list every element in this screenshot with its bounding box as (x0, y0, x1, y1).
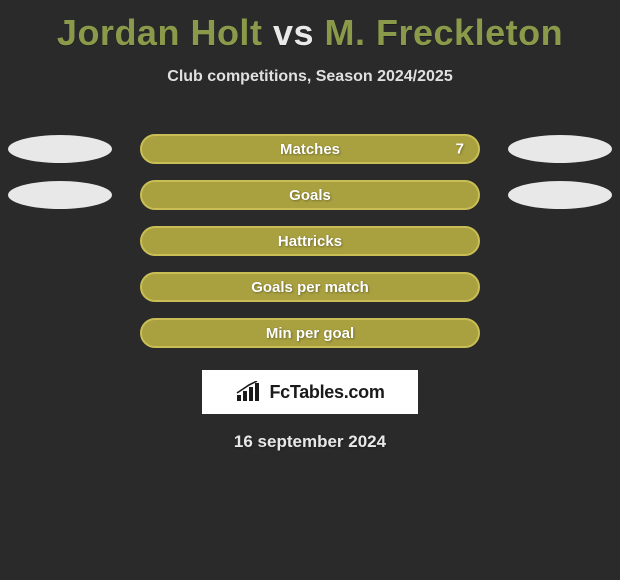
brand-name: FcTables.com (269, 382, 384, 403)
stat-bar: Min per goal (140, 318, 480, 348)
left-value-ellipse (8, 181, 112, 209)
stat-row-min-per-goal: Min per goal (0, 310, 620, 356)
vs-label: vs (273, 12, 314, 53)
right-value-ellipse (508, 135, 612, 163)
stat-bar: Matches 7 (140, 134, 480, 164)
stat-bar: Goals (140, 180, 480, 210)
left-value-ellipse (8, 135, 112, 163)
bars-chart-icon (235, 381, 263, 403)
stat-row-matches: Matches 7 (0, 126, 620, 172)
player2-name: M. Freckleton (325, 12, 564, 53)
stat-row-hattricks: Hattricks (0, 218, 620, 264)
right-value-ellipse (508, 181, 612, 209)
stat-row-goals-per-match: Goals per match (0, 264, 620, 310)
stat-label: Goals per match (251, 279, 369, 296)
brand-logo: FcTables.com (202, 370, 418, 414)
stat-bar: Hattricks (140, 226, 480, 256)
stats-rows: Matches 7 Goals Hattricks Goals per matc… (0, 126, 620, 356)
comparison-title: Jordan Holt vs M. Freckleton (0, 0, 620, 54)
stat-label: Matches (280, 141, 340, 158)
snapshot-date: 16 september 2024 (0, 432, 620, 452)
stat-row-goals: Goals (0, 172, 620, 218)
player1-name: Jordan Holt (57, 12, 263, 53)
stat-label: Goals (289, 187, 331, 204)
stat-value-right: 7 (456, 141, 464, 158)
stat-label: Min per goal (266, 325, 354, 342)
season-subtitle: Club competitions, Season 2024/2025 (0, 68, 620, 86)
stat-label: Hattricks (278, 233, 342, 250)
stat-bar: Goals per match (140, 272, 480, 302)
